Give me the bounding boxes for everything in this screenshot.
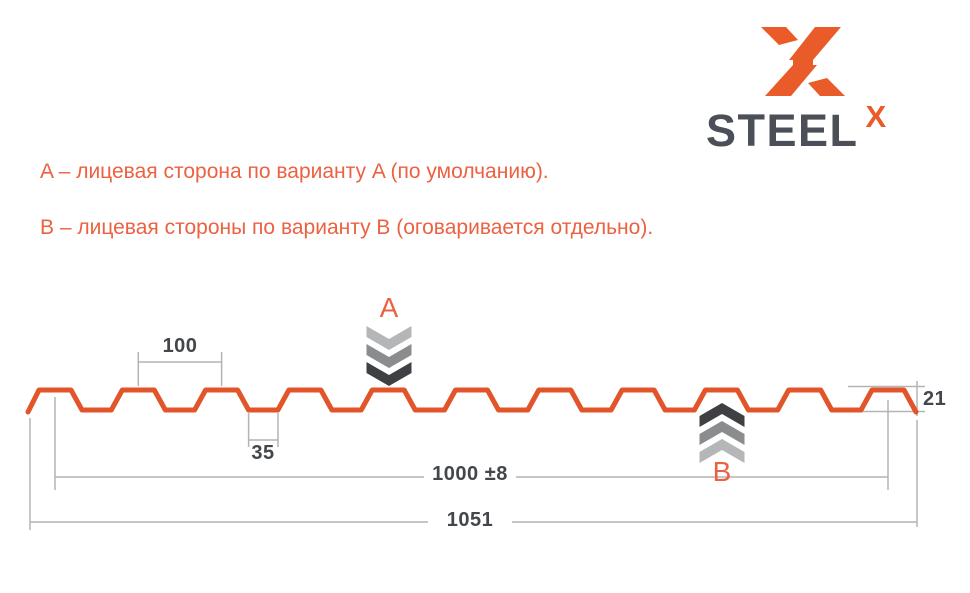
dim-label-overall-width: 1051	[446, 509, 494, 531]
dim-label-valley-width: 35	[251, 442, 275, 464]
brand-suffix: X	[865, 99, 887, 134]
chevron-icon	[366, 344, 412, 368]
sheet-profile-outline	[25, 387, 919, 415]
side-b-arrow-up-chevrons-icon	[699, 403, 745, 463]
chevron-icon	[366, 362, 412, 386]
marker-side-b: B	[712, 456, 732, 487]
brand-wordmark: STEEL X	[706, 101, 886, 153]
brand-name: STEEL	[706, 105, 859, 156]
marker-side-a: A	[379, 292, 399, 323]
dimension-lines	[29, 352, 925, 530]
dim-label-working-width: 1000 ±8	[432, 463, 508, 485]
chevron-icon	[699, 421, 745, 445]
dim-label-pitch: 100	[162, 335, 198, 357]
chevron-icon	[699, 439, 745, 463]
note-variant-a: A – лицевая сторона по варианту A (по ум…	[40, 160, 549, 183]
chevron-icon	[699, 403, 745, 427]
chevron-icon	[366, 326, 412, 350]
side-a-arrow-down-chevrons-icon	[366, 326, 412, 386]
steelx-logo-icon	[761, 27, 845, 96]
note-variant-b: B – лицевая стороны по варианту B (огова…	[40, 216, 654, 239]
dim-label-height: 21	[923, 388, 947, 410]
